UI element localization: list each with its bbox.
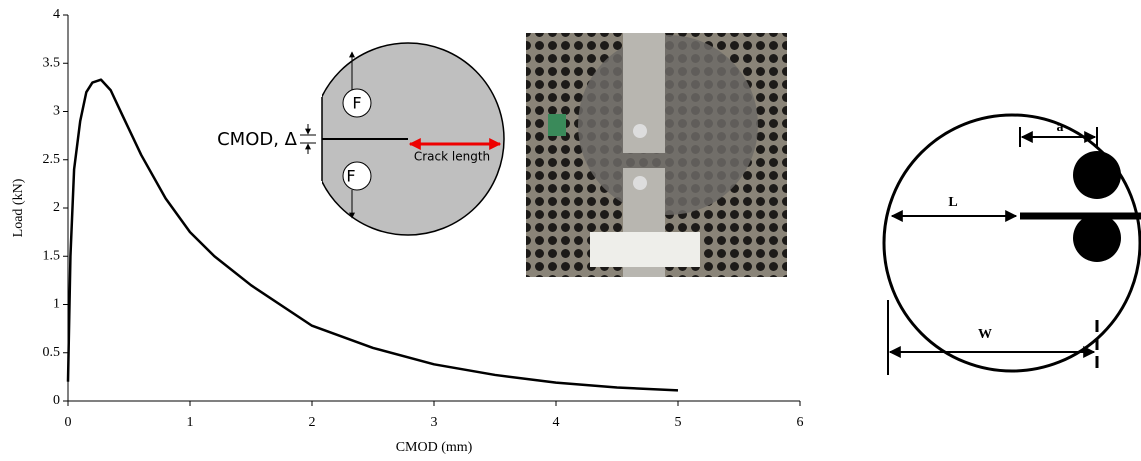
- dimension-label: L: [948, 195, 957, 210]
- photo-foam: [590, 232, 700, 267]
- crack-label: Crack length: [414, 150, 490, 164]
- force-label: F: [346, 167, 355, 186]
- photo-pin: [633, 176, 647, 190]
- y-tick-label: 2.5: [43, 152, 61, 167]
- y-tick-label: 2: [53, 200, 60, 215]
- x-tick-label: 4: [553, 415, 560, 430]
- y-tick-label: 3: [53, 104, 60, 119]
- load-hole: [342, 161, 372, 191]
- photo-specimen: [578, 35, 758, 215]
- photo-pin: [633, 124, 647, 138]
- y-tick-label: 0.5: [43, 345, 61, 360]
- x-tick-label: 1: [187, 415, 194, 430]
- geometry-diagram: a L W: [882, 113, 1141, 375]
- specimen-outline: [882, 113, 1141, 373]
- dimension-label: W: [978, 327, 992, 342]
- photo-gauge: [548, 114, 566, 136]
- x-tick-label: 6: [797, 415, 804, 430]
- x-tick-label: 0: [65, 415, 72, 430]
- specimen-diagram: F F Crack length CMOD, Δ: [217, 42, 505, 236]
- data-line: [66, 78, 679, 392]
- force-label: F: [352, 94, 361, 113]
- y-tick-label: 0: [53, 393, 60, 408]
- y-tick-label: 3.5: [43, 55, 61, 70]
- x-axis-label: CMOD (mm): [396, 440, 473, 455]
- plot-area: 0 0.5 1 1.5 2 2.5 3 3.5 4 0 1 2 3 4 5 6: [43, 7, 804, 430]
- y-tick-label: 1.5: [43, 248, 61, 263]
- test-photo: [526, 33, 787, 277]
- load-hole: [342, 88, 372, 118]
- cmod-label: CMOD, Δ: [217, 129, 298, 150]
- dimension-label: a: [1057, 120, 1064, 135]
- hole: [1073, 214, 1121, 262]
- hole: [1073, 151, 1121, 199]
- x-tick-label: 3: [431, 415, 438, 430]
- y-tick-label: 1: [53, 297, 60, 312]
- x-tick-label: 2: [309, 415, 316, 430]
- y-axis-label: Load (kN): [11, 178, 26, 237]
- y-tick-label: 4: [53, 7, 60, 22]
- x-tick-label: 5: [675, 415, 682, 430]
